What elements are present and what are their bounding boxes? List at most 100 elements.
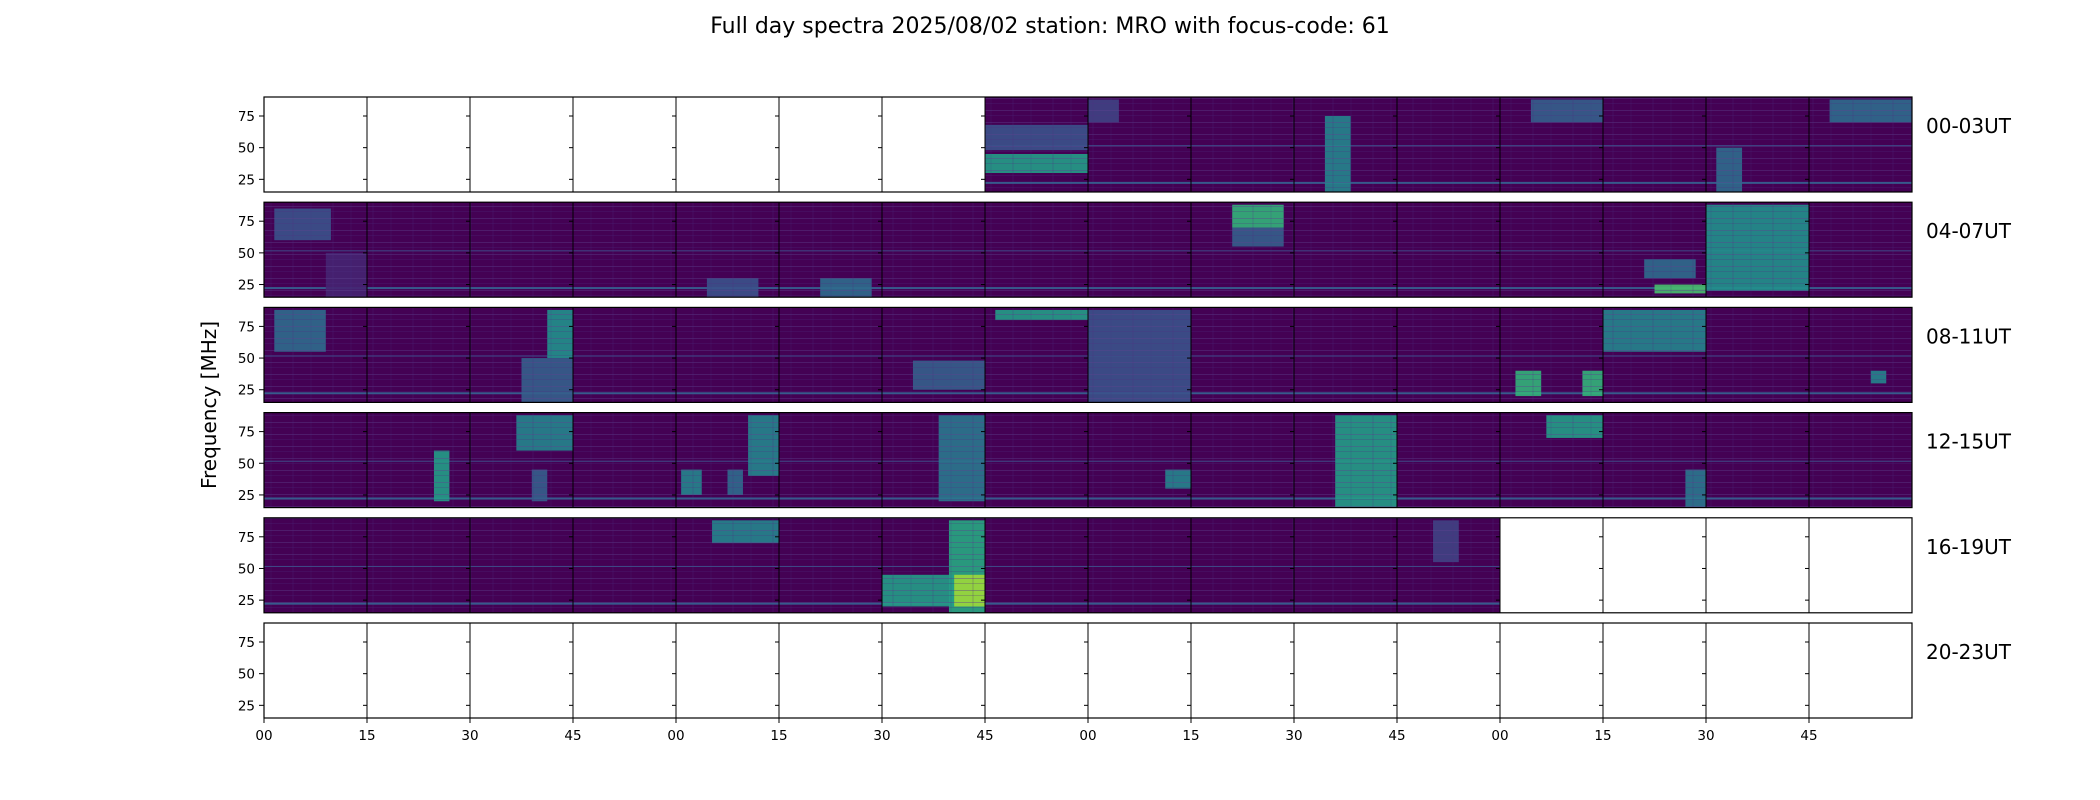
emission-texture [1546, 415, 1603, 438]
xtick-label: 30 [873, 728, 890, 744]
ytick-label: 50 [238, 561, 255, 577]
empty-panel [1809, 517, 1912, 613]
emission-texture [1685, 469, 1706, 508]
spectrogram-texture [1500, 202, 1603, 298]
row-frame [263, 201, 1913, 298]
interference-band [573, 355, 676, 357]
emission-texture [516, 415, 573, 451]
empty-panel [1706, 623, 1809, 718]
spectrogram-texture [1088, 202, 1191, 298]
interference-band [1294, 355, 1397, 357]
ytick-label: 25 [238, 698, 255, 714]
spectrogram-texture [367, 412, 470, 508]
spectrogram-texture [470, 517, 573, 613]
interference-band [676, 250, 779, 252]
spectrogram-texture [1294, 517, 1397, 613]
spectrogram-texture [1706, 307, 1809, 403]
interference-band [573, 392, 676, 395]
emission-texture [531, 469, 548, 502]
interference-band [264, 355, 367, 357]
empty-panel [1603, 623, 1706, 718]
interference-band [1500, 287, 1603, 290]
emission-texture [681, 469, 702, 495]
emission-texture [1433, 520, 1459, 563]
interference-band [367, 602, 470, 605]
interference-band [1191, 602, 1294, 605]
interference-band [1397, 497, 1500, 500]
interference-band [1088, 181, 1191, 184]
empty-panel [1603, 517, 1706, 613]
interference-band [1809, 497, 1912, 500]
interference-band [1603, 355, 1706, 357]
interference-band [1603, 250, 1706, 252]
xtick-label: 45 [1800, 728, 1817, 744]
interference-band [882, 355, 985, 357]
interference-band [470, 460, 573, 462]
interference-band [264, 460, 367, 462]
empty-panel [264, 97, 367, 192]
interference-band [470, 250, 573, 252]
spectra-grid: 75502500-03UT75502504-07UT75502508-11UT7… [238, 96, 2012, 719]
emission-texture [1644, 259, 1696, 279]
interference-band [1294, 250, 1397, 252]
spectrogram-texture [1088, 412, 1191, 508]
interference-band [1088, 497, 1191, 500]
interference-band [1397, 355, 1500, 357]
interference-band [985, 355, 1088, 357]
empty-panel [1706, 517, 1809, 613]
interference-band [1191, 287, 1294, 290]
interference-band [1088, 287, 1191, 290]
interference-band [1603, 145, 1706, 147]
interference-band [1603, 460, 1706, 462]
empty-panel [367, 623, 470, 718]
spectrogram-texture [264, 517, 367, 613]
interference-band [1706, 497, 1809, 500]
spectrogram-texture [1809, 412, 1912, 508]
ytick-label: 25 [238, 593, 255, 609]
emission-texture [712, 520, 779, 544]
spectrogram-texture [1397, 412, 1500, 508]
interference-band [1706, 145, 1809, 147]
row-frame [263, 96, 1913, 193]
interference-band [779, 250, 882, 252]
spectrogram-texture [779, 412, 882, 508]
ytick-label: 25 [238, 278, 255, 294]
spectra-row-08-11UT: 75 50 25 08-11UT [238, 306, 2012, 403]
spectrogram-texture [1191, 517, 1294, 613]
interference-band [1809, 392, 1912, 395]
emission-texture [1335, 415, 1397, 508]
x-axis-ticks: 00 15 30 45 00 15 30 45 00 15 30 45 00 15 30 45 [255, 718, 1818, 744]
spectra-row-04-07UT: 75 50 25 04-07UT [238, 201, 2012, 298]
interference-band [779, 565, 882, 567]
spectrogram-texture [985, 202, 1088, 298]
empty-panel [264, 623, 367, 718]
interference-band [1397, 602, 1500, 605]
interference-band [1500, 181, 1603, 184]
spectrogram-texture [1191, 307, 1294, 403]
empty-panel [367, 97, 470, 192]
spectrogram-texture [1809, 202, 1912, 298]
emission-texture [521, 358, 573, 403]
interference-band [1397, 460, 1500, 462]
interference-band [1706, 355, 1809, 357]
spectrogram-texture [779, 307, 882, 403]
interference-band [1397, 287, 1500, 290]
interference-band [367, 392, 470, 395]
interference-band [1706, 181, 1809, 184]
spectrogram-texture [1397, 307, 1500, 403]
empty-panel [1500, 517, 1603, 613]
interference-band [676, 460, 779, 462]
emission-texture [1515, 370, 1542, 397]
emission-texture [1088, 309, 1191, 403]
ytick-label: 25 [238, 383, 255, 399]
interference-band [264, 287, 367, 290]
xtick-label: 45 [1388, 728, 1405, 744]
interference-band [1088, 602, 1191, 605]
interference-band [1191, 460, 1294, 462]
interference-band [985, 392, 1088, 395]
emission-texture [1654, 284, 1706, 294]
xtick-label: 00 [667, 728, 684, 744]
spectrogram-texture [573, 517, 676, 613]
ytick-label: 75 [238, 530, 255, 546]
